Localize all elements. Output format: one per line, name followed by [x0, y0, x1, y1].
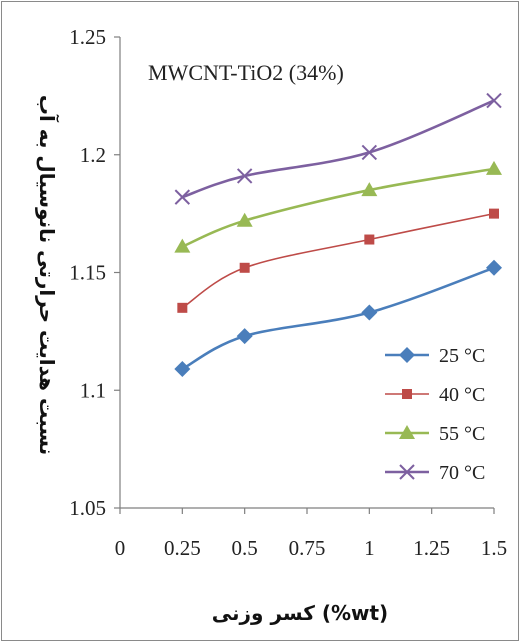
data-point: [361, 182, 378, 197]
data-point: [361, 304, 378, 321]
data-point: [177, 302, 188, 313]
data-point: [486, 160, 502, 175]
x-tick-label: 0.5: [232, 536, 258, 560]
data-point: [174, 238, 191, 253]
legend-item: 55 °C: [385, 423, 485, 445]
x-tick-label: 0.25: [164, 536, 201, 560]
data-point: [174, 189, 191, 205]
series-3: [174, 160, 502, 253]
x-tick-label: 1: [364, 536, 375, 560]
legend-label: 40 °C: [439, 384, 485, 406]
x-tick-label: 0.75: [289, 536, 326, 560]
y-tick-label: 1.2: [80, 143, 106, 167]
series-4: [174, 92, 502, 205]
x-tick-label: 1.25: [413, 536, 450, 560]
series-line: [181, 266, 495, 371]
axes: 1.05 1.1 1.15 1.2 1.25 0 0.25 0.5 0.75 1 1.25 1.5: [69, 25, 507, 560]
x-tick-label: 0: [115, 536, 126, 560]
legend-marker: [399, 464, 415, 480]
legend-item: 70 °C: [385, 462, 485, 484]
y-tick-label: 1.15: [69, 261, 106, 285]
legend-label: 25 °C: [439, 345, 485, 367]
data-point: [486, 259, 502, 276]
data-point: [236, 168, 253, 184]
data-point: [239, 262, 250, 273]
legend-label: 70 °C: [439, 462, 485, 484]
series-1: [174, 259, 502, 378]
series-2: [177, 208, 499, 313]
x-tick-label: 1.5: [481, 536, 507, 560]
legend-label: 55 °C: [439, 423, 485, 445]
chart-title: MWCNT-TiO2 (34%): [148, 60, 344, 85]
y-axis-label: نسبت هدایت حرارتی نانوسیال به آب: [35, 95, 60, 455]
series-line: [181, 167, 495, 248]
y-tick-label: 1.25: [69, 25, 106, 49]
series-line: [181, 99, 495, 199]
legend-marker: [402, 389, 412, 399]
data-point: [236, 328, 253, 345]
legend-item: 25 °C: [385, 345, 485, 367]
y-tick-label: 1.05: [69, 496, 106, 520]
legend: 25 °C 40 °C 55 °C 70 °C: [385, 345, 485, 484]
data-point: [236, 212, 253, 227]
data-point: [174, 361, 191, 378]
series-line: [181, 212, 495, 309]
legend-marker: [399, 425, 415, 439]
data-point: [489, 208, 499, 219]
series-layer: [174, 92, 502, 378]
data-point: [361, 144, 378, 161]
data-point: [364, 234, 375, 245]
y-tick-label: 1.1: [80, 378, 106, 402]
x-axis-label: کسر وزنی (%wt): [212, 601, 388, 625]
data-point: [486, 92, 502, 109]
legend-item: 40 °C: [385, 384, 485, 406]
legend-marker: [399, 347, 415, 363]
